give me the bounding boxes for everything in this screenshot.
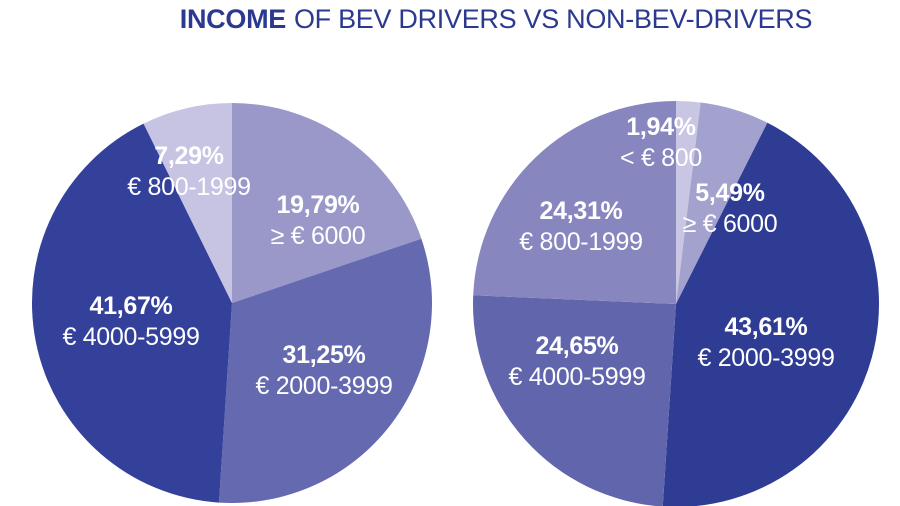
- title-rest: OF BEV DRIVERS VS NON-BEV-DRIVERS: [293, 4, 813, 34]
- slice-range: ≥ € 6000: [682, 210, 778, 238]
- pie-slice-gte-6000: [676, 102, 768, 304]
- slice-percent: 5,49%: [695, 179, 765, 207]
- pie-chart-non-bev-drivers: [473, 101, 879, 506]
- label-bev-4000-5999: 41,67% € 4000-5999: [62, 291, 199, 353]
- label-nonbev-4000-5999: 24,65% € 4000-5999: [508, 331, 645, 393]
- label-nonbev-800-1999: 24,31% € 800-1999: [519, 196, 643, 258]
- slice-percent: 1,94%: [626, 113, 696, 141]
- title-emphasis: INCOME: [179, 4, 287, 34]
- pie-slice-lt-800: [676, 101, 701, 304]
- slice-percent: 24,65%: [535, 332, 619, 360]
- slice-range: € 2000-3999: [255, 372, 393, 400]
- pie-slice-gte-6000: [232, 103, 422, 303]
- pie-slice-800-1999: [143, 103, 232, 303]
- pie-slice-2000-3999: [218, 238, 432, 503]
- pie-slice-800-1999: [473, 101, 676, 304]
- slice-range: € 2000-3999: [697, 344, 835, 372]
- label-bev-gte-6000: 19,79% ≥ € 6000: [271, 190, 366, 252]
- slice-range: € 4000-5999: [508, 363, 646, 391]
- pie-slice-4000-5999: [473, 295, 676, 506]
- pie-slice-4000-5999: [32, 123, 232, 503]
- slice-range: < € 800: [619, 144, 703, 172]
- slice-percent: 43,61%: [724, 313, 808, 341]
- label-bev-2000-3999: 31,25% € 2000-3999: [255, 340, 392, 402]
- slice-percent: 24,31%: [539, 197, 623, 225]
- page-title: INCOME OF BEV DRIVERS VS NON-BEV-DRIVERS: [0, 4, 900, 35]
- slice-percent: 19,79%: [276, 191, 360, 219]
- slice-percent: 31,25%: [282, 341, 366, 369]
- pie-svg: [473, 101, 879, 506]
- slice-range: € 4000-5999: [62, 323, 200, 351]
- label-bev-800-1999: 7,29% € 800-1999: [127, 141, 251, 203]
- slice-range: € 800-1999: [519, 228, 643, 256]
- slice-range: ≥ € 6000: [270, 222, 366, 250]
- pie-slice-2000-3999: [662, 122, 879, 506]
- label-nonbev-gte-6000: 5,49% ≥ € 6000: [683, 178, 778, 240]
- pie-svg: [32, 103, 432, 503]
- slice-percent: 41,67%: [89, 292, 173, 320]
- label-nonbev-2000-3999: 43,61% € 2000-3999: [697, 312, 834, 374]
- slice-percent: 7,29%: [154, 142, 224, 170]
- label-nonbev-lt-800: 1,94% < € 800: [620, 112, 702, 174]
- pie-chart-bev-drivers: [32, 103, 432, 503]
- slice-range: € 800-1999: [127, 173, 251, 201]
